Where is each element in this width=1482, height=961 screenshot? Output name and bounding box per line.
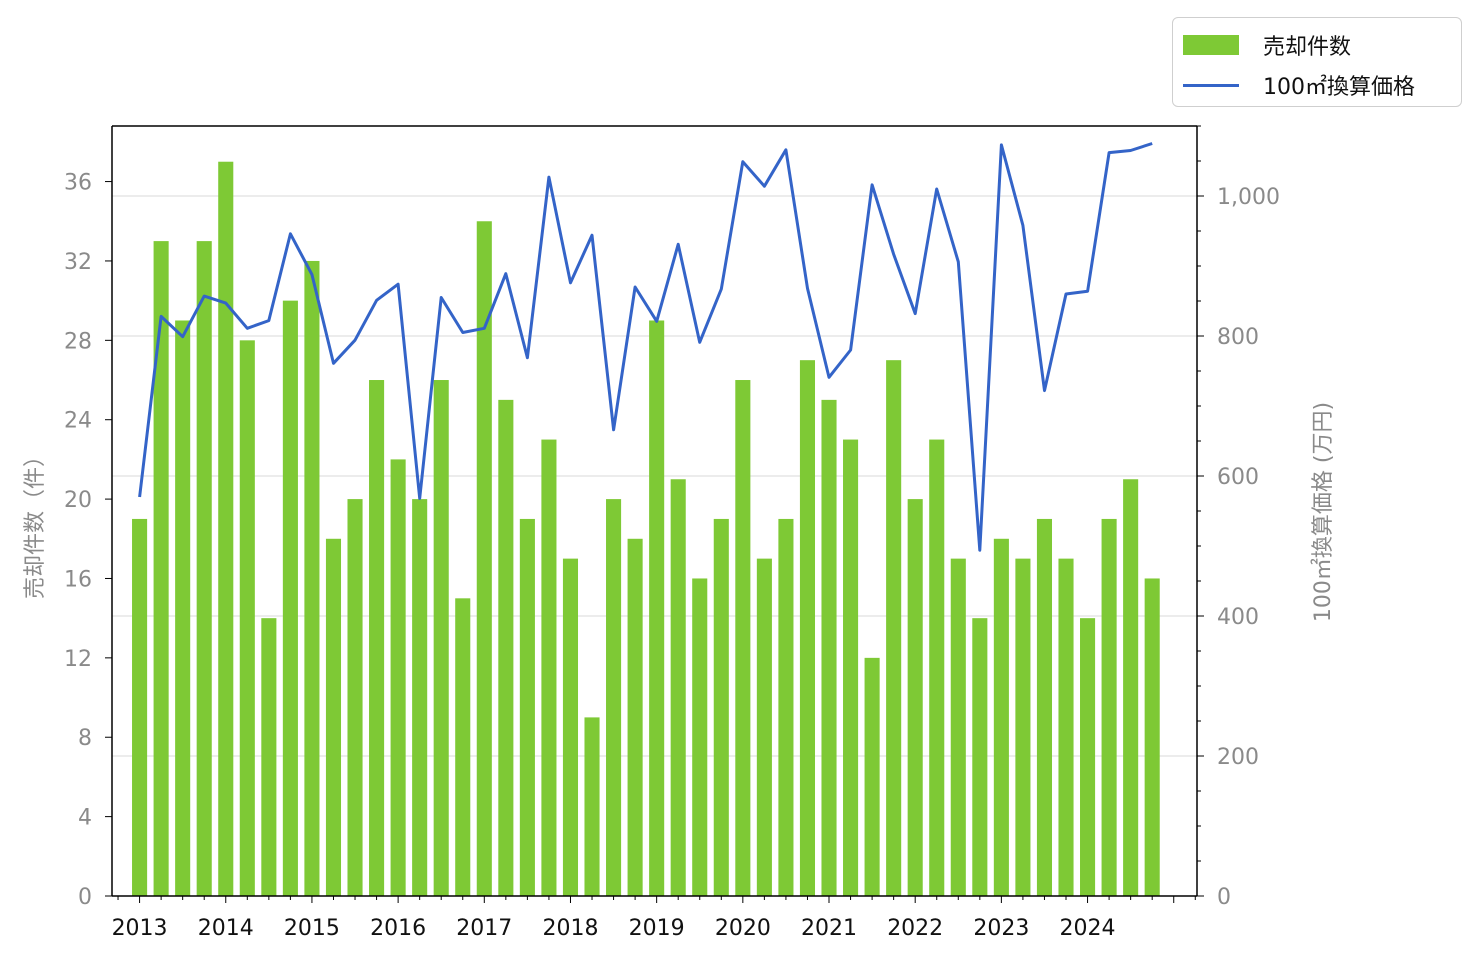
left-tick-label: 16	[64, 567, 92, 592]
x-axis-ticks: 2013 2014 2015 2016 2017 2018 2019 2020 2021 2022…	[112, 896, 1196, 941]
bar	[670, 479, 686, 896]
x-tick-label: 2020	[715, 916, 771, 941]
bar	[778, 518, 794, 896]
bar	[1101, 518, 1117, 896]
x-tick-label: 2021	[801, 916, 857, 941]
legend-item-bar: 売却件数	[1183, 30, 1351, 60]
left-axis-ticks: 0 4 8 12 16 20 24 28 32 36	[64, 171, 112, 910]
x-tick-label: 2013	[112, 916, 168, 941]
left-tick-label: 36	[64, 171, 92, 196]
bar	[1080, 618, 1096, 896]
price-line	[138, 142, 1153, 552]
bar	[1058, 558, 1074, 896]
bar	[390, 459, 406, 896]
bar	[907, 499, 923, 896]
bar	[756, 558, 772, 896]
bar	[304, 260, 320, 896]
right-tick-label: 800	[1217, 325, 1259, 350]
bar	[993, 538, 1009, 896]
bar	[519, 518, 535, 896]
left-tick-label: 4	[78, 806, 92, 831]
x-tick-label: 2014	[198, 916, 254, 941]
bar	[562, 558, 579, 896]
left-axis-label: 売却件数（件）	[23, 445, 48, 599]
legend-bar-label: 売却件数	[1263, 35, 1352, 60]
x-tick-label: 2023	[973, 916, 1029, 941]
legend-item-line: 100㎡換算価格	[1183, 70, 1415, 100]
right-tick-label: 1,000	[1217, 185, 1280, 210]
bar	[541, 439, 557, 896]
left-tick-label: 12	[64, 647, 92, 672]
x-tick-label: 2016	[370, 916, 426, 941]
x-tick-label: 2024	[1060, 916, 1116, 941]
right-tick-label: 200	[1217, 745, 1259, 770]
bar	[972, 618, 988, 896]
bar	[455, 598, 471, 896]
bar	[886, 360, 902, 896]
axes	[111, 125, 1198, 897]
bar	[584, 717, 600, 896]
bar	[498, 399, 514, 896]
x-tick-label: 2015	[284, 916, 340, 941]
bar	[325, 538, 342, 896]
right-tick-label: 400	[1217, 605, 1259, 630]
bar	[261, 618, 277, 896]
bar	[369, 380, 385, 896]
bar	[433, 380, 449, 896]
bar	[1123, 479, 1139, 896]
x-tick-label: 2019	[629, 916, 685, 941]
bar	[239, 340, 255, 896]
bar	[282, 300, 298, 896]
bar	[218, 161, 234, 896]
bar	[713, 518, 729, 896]
left-tick-label: 28	[64, 329, 92, 354]
bar	[627, 538, 643, 896]
bar	[175, 320, 191, 897]
x-tick-label: 2017	[456, 916, 512, 941]
left-tick-label: 24	[64, 409, 92, 434]
bar	[1015, 558, 1031, 896]
bar	[132, 518, 148, 896]
line-series	[138, 142, 1153, 552]
bar	[196, 241, 212, 896]
bar	[735, 380, 751, 896]
right-axis-label: 100㎡換算価格 (万円)	[1310, 402, 1336, 622]
bar	[1144, 578, 1160, 896]
left-tick-label: 20	[64, 488, 92, 513]
bar	[799, 360, 816, 896]
left-tick-label: 0	[78, 885, 92, 910]
bar	[843, 439, 859, 896]
bar	[347, 499, 363, 896]
bar	[692, 578, 708, 896]
bar	[864, 657, 880, 896]
bar	[1036, 518, 1053, 896]
legend-line-swatch	[1183, 83, 1239, 87]
legend-bar-swatch	[1183, 35, 1239, 55]
legend-line-label: 100㎡換算価格	[1263, 75, 1415, 100]
bar	[153, 241, 169, 896]
bar-series	[132, 161, 1160, 897]
bar	[929, 439, 945, 896]
left-tick-label: 8	[78, 726, 92, 751]
left-tick-label: 32	[64, 250, 92, 275]
bar	[950, 558, 966, 896]
bar	[821, 399, 837, 896]
bar	[476, 221, 492, 896]
right-axis-ticks: 0 200 400 600 800 1,000	[1197, 125, 1280, 910]
legend: 売却件数 100㎡換算価格	[1172, 17, 1462, 107]
x-tick-label: 2018	[542, 916, 598, 941]
bar	[412, 499, 428, 896]
right-tick-label: 600	[1217, 465, 1259, 490]
right-tick-label: 0	[1217, 885, 1231, 910]
bar	[606, 499, 622, 896]
bar	[649, 320, 665, 897]
x-tick-label: 2022	[887, 916, 943, 941]
